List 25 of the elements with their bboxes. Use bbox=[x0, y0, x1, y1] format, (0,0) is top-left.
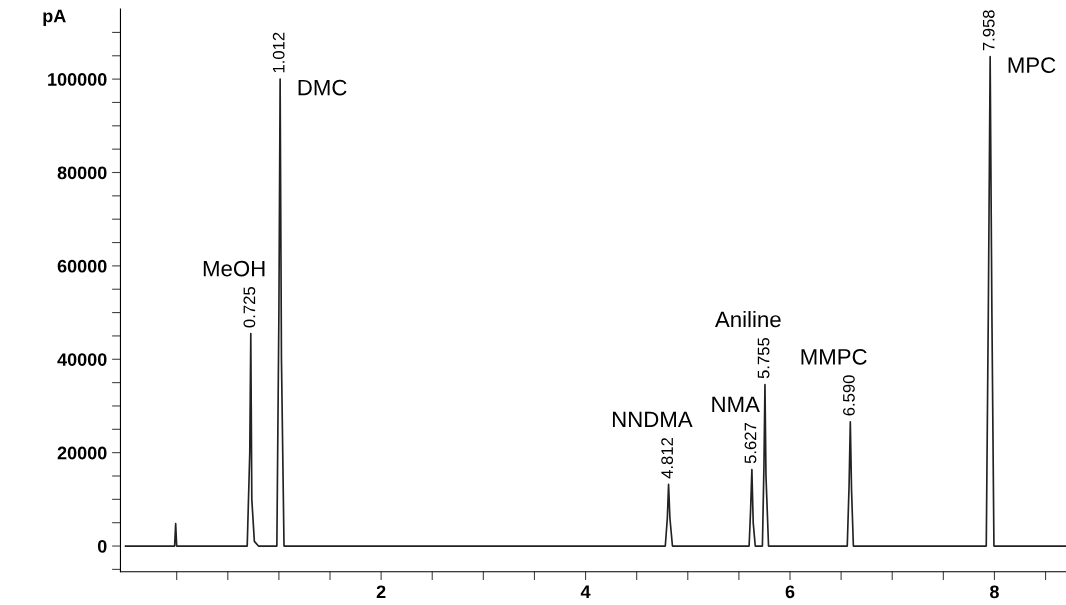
y-tick-label: 80000 bbox=[57, 166, 107, 180]
annotation: 0.725 bbox=[243, 287, 256, 328]
x-tick-label: 2 bbox=[376, 585, 386, 598]
annotation: NNDMA bbox=[612, 411, 693, 428]
annotation: DMC bbox=[298, 79, 347, 96]
annotation: 7.958 bbox=[982, 10, 995, 51]
y-tick-label: 0 bbox=[97, 539, 107, 553]
annotation: MPC bbox=[1008, 57, 1056, 74]
annotation: Aniline bbox=[714, 310, 781, 328]
x-tick-label: 8 bbox=[990, 585, 999, 599]
annotation: 5.755 bbox=[757, 337, 770, 379]
annotation: NMA bbox=[712, 396, 760, 413]
y-tick-label: 60000 bbox=[57, 259, 107, 273]
annotation: MMPC bbox=[801, 348, 867, 365]
x-tick-label: 4 bbox=[580, 585, 591, 598]
y-tick-label: 40000 bbox=[57, 353, 107, 366]
annotation: MeOH bbox=[203, 260, 265, 277]
y-tick-label: 20000 bbox=[57, 446, 107, 460]
annotation: 6.590 bbox=[842, 375, 855, 416]
annotation: 5.627 bbox=[744, 423, 757, 464]
x-tick-label: 6 bbox=[785, 585, 795, 599]
annotation: 4.812 bbox=[661, 437, 674, 479]
annotation: 1.012 bbox=[272, 32, 285, 73]
y-tick-label: 100000 bbox=[48, 73, 107, 86]
y-axis-title: pA bbox=[43, 9, 66, 26]
